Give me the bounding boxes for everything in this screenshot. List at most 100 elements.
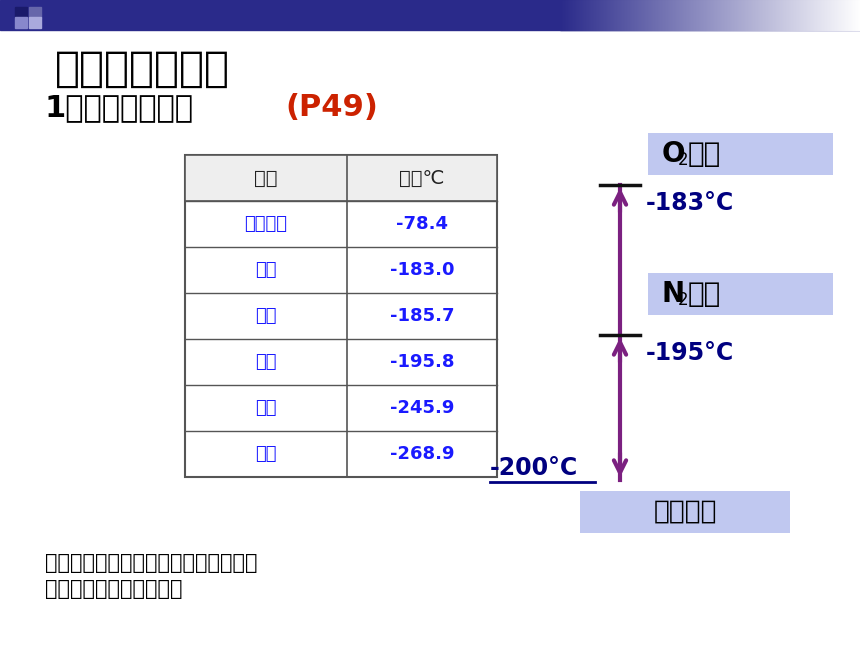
Bar [561, 0, 562, 30]
Bar [812, 0, 813, 30]
Bar [601, 0, 602, 30]
Bar [185, 155, 497, 477]
Bar [620, 0, 621, 30]
Bar [801, 0, 802, 30]
Bar [757, 0, 758, 30]
Bar [650, 0, 651, 30]
Bar [599, 0, 600, 30]
Bar [15, 7, 27, 18]
Bar [830, 0, 831, 30]
Text: -183°C: -183°C [646, 191, 734, 215]
Bar [823, 0, 824, 30]
Bar [779, 0, 780, 30]
Bar [664, 0, 665, 30]
Bar [733, 0, 734, 30]
Bar [837, 0, 838, 30]
Bar [613, 0, 614, 30]
Text: 气化: 气化 [688, 140, 722, 168]
Bar [787, 0, 788, 30]
Bar [627, 0, 628, 30]
Bar [29, 7, 41, 18]
Bar [856, 0, 857, 30]
Bar [680, 0, 681, 30]
Bar [725, 0, 726, 30]
Bar [722, 0, 723, 30]
Bar [596, 0, 597, 30]
Bar [681, 0, 682, 30]
Text: 氖气: 氖气 [255, 399, 277, 417]
Text: -183.0: -183.0 [390, 261, 454, 279]
Bar [662, 0, 663, 30]
Bar [754, 0, 755, 30]
Bar [574, 0, 575, 30]
Text: 然后沸点低的氧气气化。: 然后沸点低的氧气气化。 [45, 579, 182, 599]
Bar [648, 273, 833, 315]
Bar [628, 0, 629, 30]
Bar [563, 0, 564, 30]
Bar [726, 0, 727, 30]
Bar [792, 0, 793, 30]
Bar [695, 0, 696, 30]
Bar [576, 0, 577, 30]
Bar [643, 0, 644, 30]
Bar [806, 0, 807, 30]
Bar [747, 0, 748, 30]
Bar [617, 0, 618, 30]
Text: 沸点℃: 沸点℃ [399, 168, 445, 188]
Bar [676, 0, 677, 30]
Text: 2: 2 [678, 291, 689, 309]
Bar [777, 0, 778, 30]
Bar [824, 0, 825, 30]
Bar [580, 491, 790, 533]
Bar [624, 0, 625, 30]
Text: -195°C: -195°C [646, 341, 734, 365]
Bar [689, 0, 690, 30]
Bar [560, 0, 561, 30]
Bar [675, 0, 676, 30]
Bar [653, 0, 654, 30]
Bar [721, 0, 722, 30]
Bar [831, 0, 832, 30]
Bar [629, 0, 630, 30]
Bar [623, 0, 624, 30]
Bar [640, 0, 641, 30]
Bar [698, 0, 699, 30]
Bar [589, 0, 590, 30]
Text: 二氧化碳: 二氧化碳 [244, 215, 287, 233]
Bar [597, 0, 598, 30]
Bar [655, 0, 656, 30]
Bar [723, 0, 724, 30]
Bar [619, 0, 620, 30]
Bar [809, 0, 810, 30]
Bar [813, 0, 814, 30]
Bar [696, 0, 697, 30]
Bar [609, 0, 610, 30]
Bar [840, 0, 841, 30]
Bar [652, 0, 653, 30]
Bar [781, 0, 782, 30]
Bar [605, 0, 606, 30]
Bar [577, 0, 578, 30]
Bar [692, 0, 693, 30]
Bar [703, 0, 704, 30]
Bar [564, 0, 565, 30]
Bar [749, 0, 750, 30]
Bar [746, 0, 747, 30]
Bar [584, 0, 585, 30]
Text: 液态空气: 液态空气 [654, 499, 716, 525]
Text: O: O [662, 140, 685, 168]
Bar [578, 0, 579, 30]
Bar [736, 0, 737, 30]
Bar [851, 0, 852, 30]
Text: 2: 2 [678, 151, 689, 169]
Text: 氧气: 氧气 [255, 261, 277, 279]
Bar [702, 0, 703, 30]
Bar [581, 0, 582, 30]
Bar [759, 0, 760, 30]
Bar [778, 0, 779, 30]
Bar [705, 0, 706, 30]
Bar [661, 0, 662, 30]
Bar [852, 0, 853, 30]
Bar [595, 0, 596, 30]
Bar [588, 0, 589, 30]
